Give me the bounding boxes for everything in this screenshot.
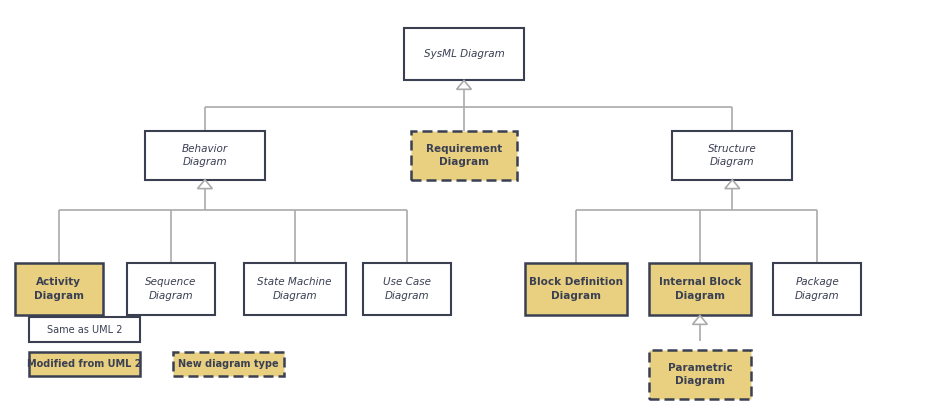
FancyBboxPatch shape (29, 317, 140, 342)
Text: Behavior
Diagram: Behavior Diagram (182, 144, 228, 167)
FancyBboxPatch shape (411, 131, 516, 180)
FancyBboxPatch shape (362, 263, 451, 315)
FancyBboxPatch shape (15, 263, 103, 315)
Text: Modified from UML 2: Modified from UML 2 (28, 359, 142, 369)
FancyBboxPatch shape (145, 131, 265, 180)
Text: Structure
Diagram: Structure Diagram (707, 144, 756, 167)
FancyBboxPatch shape (172, 352, 284, 376)
Text: Use Case
Diagram: Use Case Diagram (382, 277, 430, 301)
Text: Parametric
Diagram: Parametric Diagram (667, 363, 731, 386)
Polygon shape (197, 180, 212, 188)
FancyBboxPatch shape (648, 263, 750, 315)
FancyBboxPatch shape (772, 263, 860, 315)
Text: Block Definition
Diagram: Block Definition Diagram (528, 277, 622, 301)
Text: Same as UML 2: Same as UML 2 (47, 325, 122, 335)
Text: Package
Diagram: Package Diagram (794, 277, 839, 301)
FancyBboxPatch shape (403, 28, 524, 80)
Text: Sequence
Diagram: Sequence Diagram (145, 277, 197, 301)
Polygon shape (692, 315, 706, 324)
FancyBboxPatch shape (244, 263, 345, 315)
FancyBboxPatch shape (525, 263, 626, 315)
Polygon shape (724, 180, 739, 188)
FancyBboxPatch shape (648, 350, 750, 399)
Text: State Machine
Diagram: State Machine Diagram (257, 277, 332, 301)
FancyBboxPatch shape (29, 352, 140, 376)
Text: Internal Block
Diagram: Internal Block Diagram (658, 277, 741, 301)
Text: Requirement
Diagram: Requirement Diagram (425, 144, 502, 167)
FancyBboxPatch shape (127, 263, 214, 315)
FancyBboxPatch shape (671, 131, 792, 180)
Text: SysML Diagram: SysML Diagram (423, 49, 504, 59)
Polygon shape (456, 80, 471, 89)
Text: New diagram type: New diagram type (178, 359, 278, 369)
Text: Activity
Diagram: Activity Diagram (33, 277, 83, 301)
